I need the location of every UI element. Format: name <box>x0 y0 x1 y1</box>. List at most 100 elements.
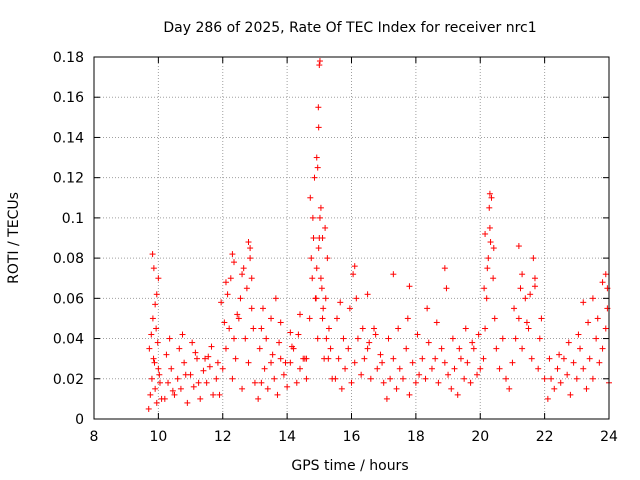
data-point <box>412 379 419 386</box>
data-point <box>231 335 238 342</box>
data-point <box>435 379 442 386</box>
data-point <box>242 335 249 342</box>
data-point <box>366 339 373 346</box>
data-point <box>259 305 266 312</box>
data-point <box>153 291 160 298</box>
data-point <box>224 291 231 298</box>
data-point <box>235 315 242 322</box>
data-point <box>308 255 315 262</box>
data-point <box>454 391 461 398</box>
data-point <box>149 251 156 258</box>
data-point <box>153 399 160 406</box>
data-points <box>145 58 612 412</box>
data-point <box>156 371 163 378</box>
data-point <box>192 349 199 356</box>
data-point <box>548 375 555 382</box>
data-point <box>150 355 157 362</box>
data-point <box>200 367 207 374</box>
data-point <box>345 345 352 352</box>
data-point <box>205 353 212 360</box>
data-point <box>390 271 397 278</box>
data-point <box>424 305 431 312</box>
y-tick-label: 0.14 <box>53 130 84 146</box>
data-point <box>314 335 321 342</box>
data-point <box>247 255 254 262</box>
data-point <box>206 363 213 370</box>
y-tick-label: 0.08 <box>53 251 84 267</box>
data-point <box>282 359 289 366</box>
data-point <box>239 271 246 278</box>
data-point <box>163 351 170 358</box>
data-point <box>312 295 319 302</box>
data-point <box>487 239 494 246</box>
data-point <box>315 245 322 252</box>
data-point <box>318 285 325 292</box>
data-point <box>219 365 226 372</box>
data-point <box>334 315 341 322</box>
data-point <box>323 335 330 342</box>
data-point <box>176 345 183 352</box>
data-point <box>441 265 448 272</box>
data-point <box>297 311 303 318</box>
data-point <box>517 285 524 292</box>
data-point <box>315 124 322 131</box>
data-point <box>448 385 455 392</box>
y-tick-label: 0 <box>75 412 84 428</box>
data-point <box>348 379 355 386</box>
data-point <box>599 279 606 286</box>
data-point <box>240 265 247 272</box>
data-point <box>433 319 440 326</box>
data-point <box>258 379 265 386</box>
data-point <box>482 230 489 237</box>
data-point <box>335 355 342 362</box>
data-point <box>179 331 186 338</box>
data-point <box>202 355 209 362</box>
data-point <box>145 405 152 412</box>
y-tick-label: 0.12 <box>53 171 84 187</box>
data-point <box>151 359 158 366</box>
data-point <box>531 283 538 290</box>
x-tick-label: 18 <box>407 429 425 445</box>
data-point <box>306 315 313 322</box>
data-point <box>490 245 497 252</box>
data-point <box>316 62 323 69</box>
data-point <box>247 245 254 252</box>
data-point <box>380 379 387 386</box>
data-point <box>271 375 278 382</box>
data-point <box>203 379 210 386</box>
data-point <box>491 315 498 322</box>
data-point <box>152 385 159 392</box>
data-point <box>583 385 590 392</box>
data-point <box>483 295 490 302</box>
data-point <box>462 325 469 332</box>
data-point <box>396 365 403 372</box>
data-point <box>580 365 587 372</box>
data-point <box>222 279 229 286</box>
data-point <box>268 315 275 322</box>
x-tick-label: 12 <box>214 429 232 445</box>
data-point <box>210 391 217 398</box>
data-point <box>379 359 386 366</box>
data-point <box>506 385 513 392</box>
data-point <box>152 301 159 308</box>
data-point <box>551 385 558 392</box>
data-point <box>512 335 519 342</box>
data-point <box>303 355 310 362</box>
data-point <box>269 351 276 358</box>
data-point <box>287 329 294 336</box>
data-point <box>519 345 526 352</box>
data-point <box>586 355 593 362</box>
data-point <box>351 359 358 366</box>
data-point <box>602 325 609 332</box>
data-point <box>243 285 250 292</box>
data-point <box>488 194 495 201</box>
data-point <box>216 391 223 398</box>
data-point <box>248 275 255 282</box>
grid-lines <box>94 57 609 419</box>
data-point <box>383 395 390 402</box>
data-point <box>531 275 538 282</box>
data-point <box>596 359 603 366</box>
data-point <box>342 365 349 372</box>
data-point <box>536 335 543 342</box>
x-tick-label: 8 <box>90 429 99 445</box>
